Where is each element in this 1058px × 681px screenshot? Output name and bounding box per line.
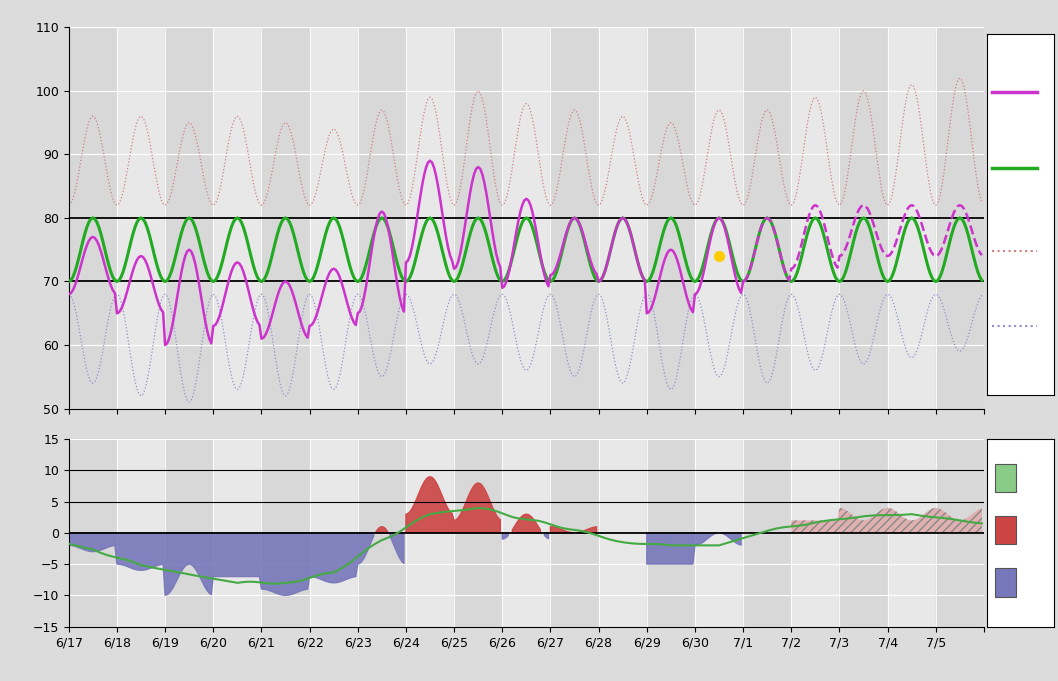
- Bar: [310, 27, 358, 409]
- Bar: [310, 439, 358, 627]
- Bar: [791, 27, 839, 409]
- Bar: [406, 27, 454, 409]
- Bar: [406, 439, 454, 627]
- Bar: [117, 439, 165, 627]
- Bar: [454, 439, 503, 627]
- Bar: [996, 569, 1017, 597]
- Bar: [358, 27, 406, 409]
- Bar: [261, 439, 310, 627]
- Bar: [888, 27, 935, 409]
- Bar: [165, 27, 214, 409]
- Bar: [358, 439, 406, 627]
- Bar: [935, 439, 984, 627]
- Bar: [839, 439, 888, 627]
- Bar: [261, 27, 310, 409]
- Bar: [599, 27, 646, 409]
- Bar: [935, 27, 984, 409]
- Bar: [996, 464, 1017, 492]
- Bar: [69, 27, 117, 409]
- Bar: [214, 439, 261, 627]
- Bar: [550, 439, 599, 627]
- Bar: [454, 27, 503, 409]
- Bar: [214, 27, 261, 409]
- Bar: [165, 439, 214, 627]
- Bar: [996, 516, 1017, 544]
- Bar: [743, 27, 791, 409]
- Bar: [695, 439, 743, 627]
- Bar: [117, 27, 165, 409]
- Bar: [839, 27, 888, 409]
- Bar: [550, 27, 599, 409]
- Bar: [503, 439, 550, 627]
- Bar: [69, 439, 117, 627]
- Bar: [599, 439, 646, 627]
- Bar: [888, 439, 935, 627]
- Bar: [695, 27, 743, 409]
- Bar: [791, 439, 839, 627]
- Bar: [503, 27, 550, 409]
- Bar: [646, 439, 695, 627]
- Bar: [646, 27, 695, 409]
- Bar: [743, 439, 791, 627]
